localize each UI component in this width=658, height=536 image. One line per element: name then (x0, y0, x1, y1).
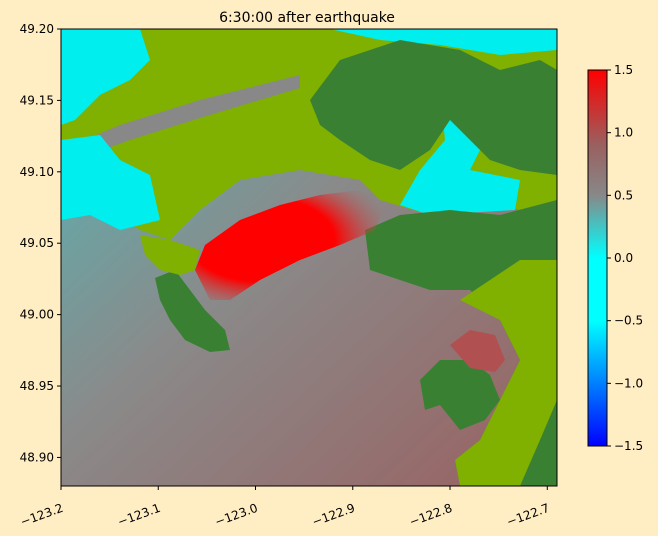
land-lowland-east (455, 260, 557, 486)
y-axis: 48.90 48.95 49.00 49.05 49.10 49.15 49.20 (20, 22, 61, 464)
flooded-zone-north (330, 29, 557, 55)
y-tick-label: 49.00 (20, 308, 54, 322)
chart-title: 6:30:00 after earthquake (219, 10, 395, 26)
colorbar-tick-label: −1.5 (614, 439, 643, 453)
river-channel (61, 75, 300, 165)
colorbar-tick-label: 1.5 (614, 63, 633, 77)
x-tick-label: −122.9 (310, 501, 357, 529)
y-tick-label: 48.95 (20, 379, 54, 393)
land-tsawwassen (140, 235, 200, 275)
flooded-zone-west (61, 135, 160, 230)
colorbar-tick-label: 0.0 (614, 251, 633, 265)
y-tick-label: 48.90 (20, 450, 54, 464)
colorbar: −1.5 −1.0 −0.5 0.0 0.5 1.0 1.5 (587, 63, 643, 453)
x-tick-label: −122.8 (408, 501, 455, 529)
colorbar-tick-label: 0.5 (614, 188, 633, 202)
x-tick-label: −123.1 (116, 501, 163, 529)
x-tick-label: −123.2 (19, 501, 66, 529)
colorbar-ticks: −1.5 −1.0 −0.5 0.0 0.5 1.0 1.5 (607, 63, 643, 453)
colorbar-gradient (587, 69, 608, 447)
x-tick-label: −122.7 (505, 501, 552, 529)
high-wave-zone-bay (450, 330, 505, 372)
high-wave-zone (195, 190, 385, 300)
colorbar-tick-label: −0.5 (614, 314, 643, 328)
colorbar-tick-label: −1.0 (614, 376, 643, 390)
y-tick-label: 49.10 (20, 165, 54, 179)
land-point-roberts (155, 270, 230, 352)
land-upland-north (310, 40, 557, 175)
x-axis: −123.2 −123.1 −123.0 −122.9 −122.8 −122.7 (19, 486, 552, 529)
colorbar-tick-label: 1.0 (614, 126, 633, 140)
plot-frame (60, 28, 558, 487)
x-tick-label: −123.0 (213, 501, 260, 529)
land-peninsula-south (420, 360, 500, 430)
y-tick-label: 49.20 (20, 22, 54, 36)
flooded-zone-northwest (61, 29, 150, 125)
y-tick-label: 49.15 (20, 93, 54, 107)
y-tick-label: 49.05 (20, 236, 54, 250)
plot-area (61, 29, 557, 486)
